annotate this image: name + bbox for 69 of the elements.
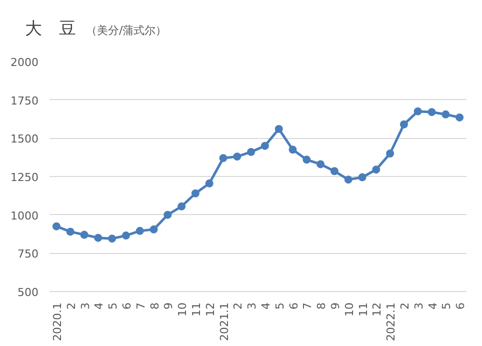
point	[205, 179, 214, 188]
point	[247, 148, 256, 156]
x-tick-label: 6	[454, 302, 468, 310]
x-tick-label: 4	[426, 302, 440, 310]
x-tick-label: 10	[176, 302, 190, 316]
y-tick-label: 1500	[10, 132, 39, 146]
point	[233, 152, 242, 161]
x-tick-label: 7	[134, 302, 148, 310]
y-tick-label: 1000	[10, 209, 39, 222]
x-tick-label: 2021.1	[218, 302, 231, 341]
x-tick-label: 2	[398, 302, 412, 310]
x-tick-label: 7	[301, 302, 314, 310]
point	[178, 202, 186, 210]
x-tick-label: 6	[287, 302, 300, 310]
point	[80, 230, 88, 239]
point	[288, 146, 297, 154]
point	[108, 234, 116, 243]
point	[344, 176, 352, 184]
point	[330, 167, 338, 176]
x-tick-label: 11	[356, 302, 370, 316]
x-tick-label: 10	[342, 302, 356, 316]
x-tick-label: 3	[412, 302, 426, 310]
point	[316, 160, 325, 168]
point	[372, 166, 380, 174]
x-tick-label: 3	[78, 302, 92, 310]
point	[428, 108, 436, 116]
point	[274, 124, 283, 133]
point	[386, 150, 394, 158]
point	[52, 222, 60, 230]
x-tick-label: 2020.1	[50, 302, 64, 341]
x-tick-label: 4	[92, 302, 106, 310]
point	[302, 156, 311, 164]
x-tick-label: 3	[246, 302, 259, 310]
point	[219, 154, 228, 162]
x-tick-label: 9	[328, 302, 342, 310]
point	[191, 189, 200, 198]
x-tick-label: 5	[440, 302, 454, 310]
point	[122, 232, 130, 240]
point	[136, 226, 144, 235]
point	[414, 107, 422, 116]
y-tick-label: 1750	[10, 94, 39, 108]
x-tick-label: 11	[190, 302, 203, 316]
point	[66, 228, 74, 236]
x-tick-label: 2	[64, 302, 78, 310]
x-tick-label: 6	[120, 302, 134, 310]
x-tick-label: 12	[370, 302, 384, 316]
point	[358, 173, 366, 182]
x-tick-label: 12	[204, 302, 217, 316]
x-tick-label: 9	[162, 302, 176, 310]
x-tick-label: 8	[315, 302, 328, 310]
x-tick-label: 2	[232, 302, 245, 310]
x-tick-label: 5	[106, 302, 120, 310]
y-tick-label: 2000	[10, 56, 39, 69]
chart-title: 大 豆	[25, 18, 76, 41]
point	[94, 234, 102, 242]
x-tick-label: 4	[259, 302, 272, 310]
x-tick-label: 5	[273, 302, 286, 310]
point	[260, 142, 269, 150]
point	[164, 210, 172, 219]
chart-subtitle: （美分/蒲式尔）	[86, 23, 167, 39]
y-tick-label: 1250	[10, 171, 39, 184]
point	[400, 120, 408, 128]
point	[442, 110, 450, 118]
x-tick-label: 2022.1	[384, 302, 398, 341]
y-tick-label: 750	[18, 248, 39, 261]
point	[456, 113, 464, 122]
point	[150, 225, 158, 234]
x-tick-label: 8	[148, 302, 162, 310]
y-tick-label: 500	[18, 286, 39, 299]
